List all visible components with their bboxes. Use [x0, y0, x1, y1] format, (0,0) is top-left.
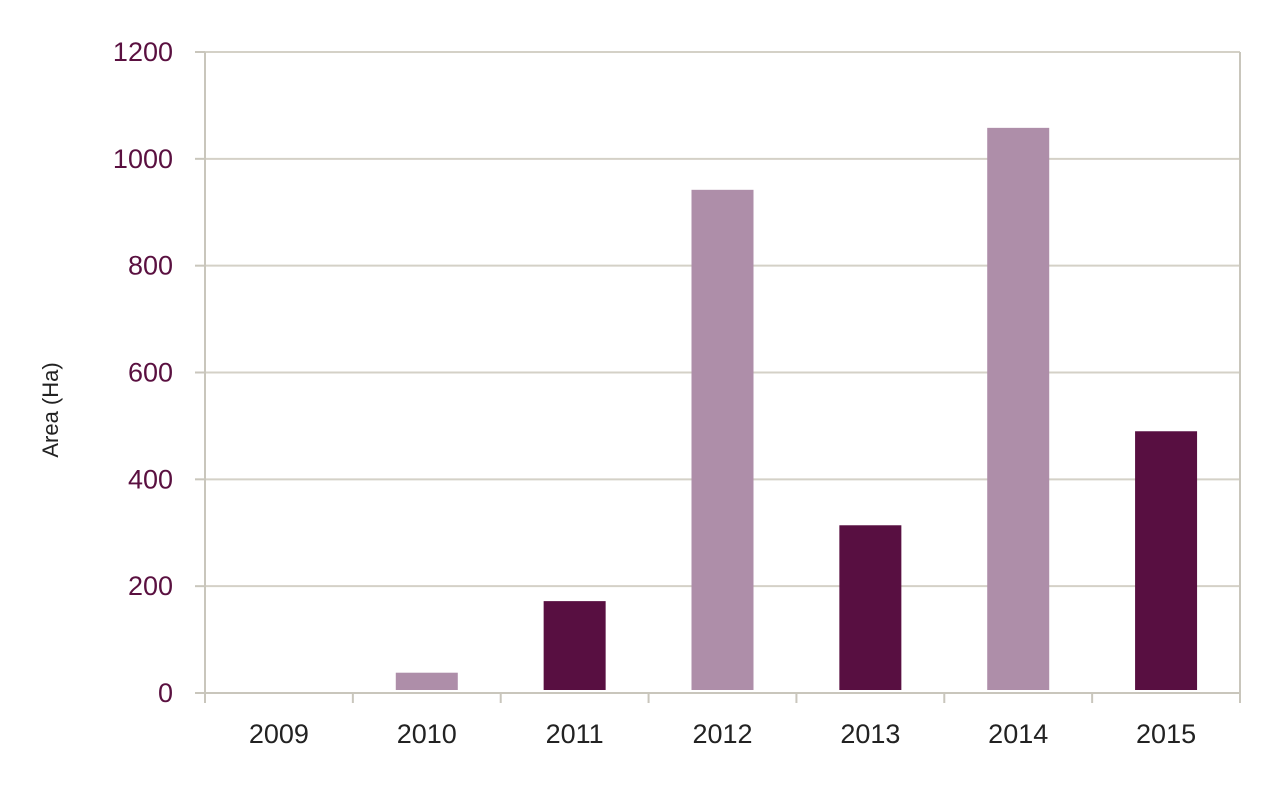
x-tick-label: 2010 [397, 719, 457, 749]
x-tick-label: 2009 [249, 719, 309, 749]
bar-2011 [543, 601, 606, 690]
x-tick-label: 2011 [546, 719, 604, 749]
x-tick-labels: 2009 2010 2011 2012 2013 2014 2015 [249, 719, 1196, 749]
x-tick-label: 2015 [1136, 719, 1196, 749]
y-tick-label: 400 [128, 464, 173, 494]
x-tick-label: 2014 [988, 719, 1048, 749]
y-tick-label: 200 [128, 571, 173, 601]
axes [204, 52, 1241, 703]
bar-2014 [987, 127, 1050, 690]
y-tick-label: 800 [128, 251, 173, 281]
bar-2012 [691, 189, 754, 690]
x-tick-label: 2012 [692, 719, 752, 749]
y-tick-label: 1200 [113, 37, 173, 67]
y-tick-label: 0 [158, 678, 173, 708]
y-axis-label: Area (Ha) [38, 362, 63, 457]
y-tick-labels: 0 200 400 600 800 1000 1200 [113, 37, 173, 708]
y-tick-label: 1000 [113, 144, 173, 174]
bar-2013 [839, 525, 902, 690]
bars [395, 127, 1198, 690]
y-tick-label: 600 [128, 358, 173, 388]
bar-2010 [395, 672, 458, 690]
bar-2015 [1135, 431, 1198, 690]
x-tick-label: 2013 [840, 719, 900, 749]
